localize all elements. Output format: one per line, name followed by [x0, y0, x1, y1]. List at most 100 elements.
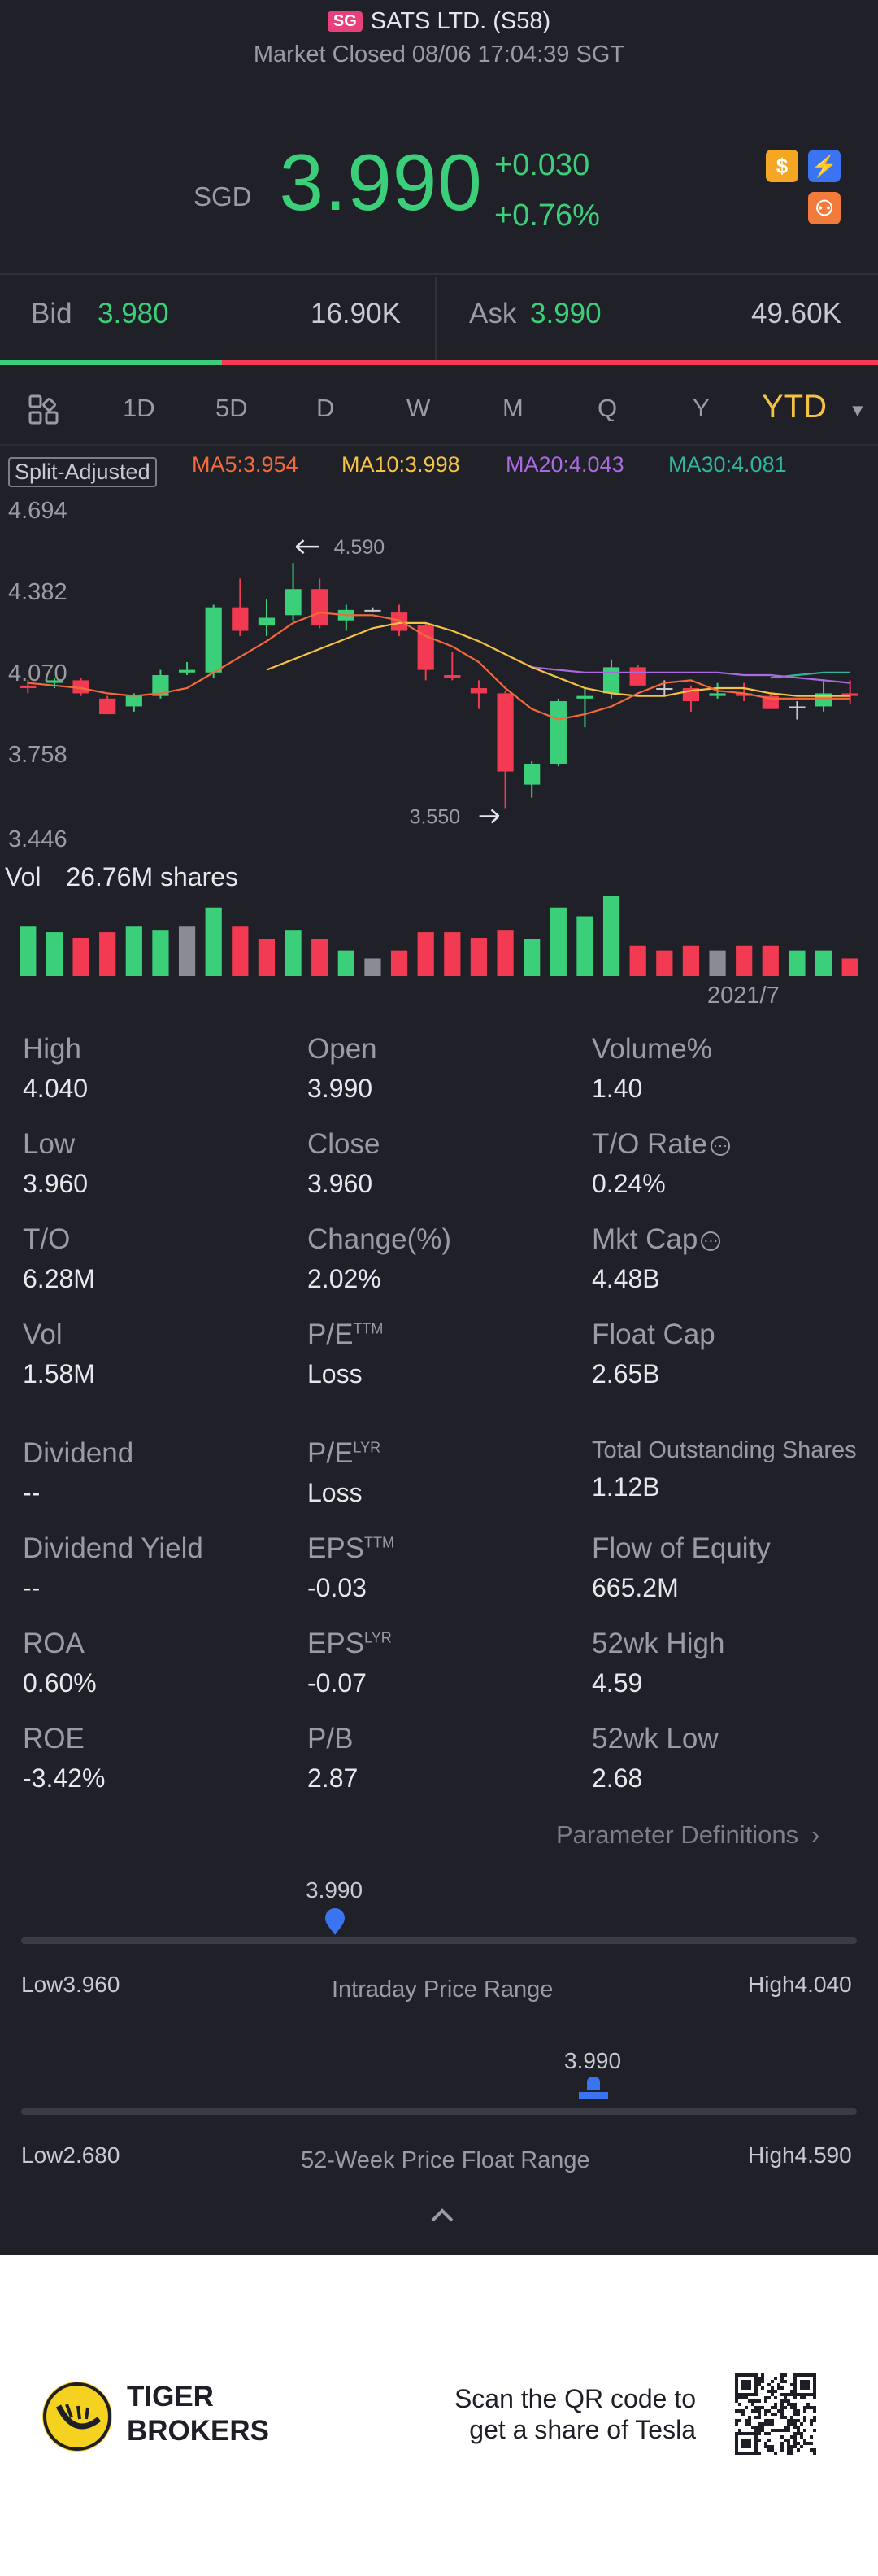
parameter-definitions-link[interactable]: Parameter Definitions › [556, 1820, 820, 1849]
volume-bar [762, 945, 779, 976]
info-icon[interactable]: ⋯ [710, 1135, 730, 1156]
stat-label: Vol [23, 1319, 63, 1350]
candle-body [364, 609, 381, 612]
header: SG SATS LTD. (S58) Market Closed 08/06 1… [0, 8, 878, 68]
candle-body [841, 693, 858, 696]
candle-body [656, 688, 673, 691]
collapse-chevron-icon[interactable] [429, 2206, 455, 2224]
y-tick-label: 4.694 [8, 498, 67, 524]
tab-w[interactable]: W [406, 394, 431, 422]
intraday-low: Low3.960 [21, 1972, 120, 1997]
stat-value: 6.28M [23, 1264, 95, 1293]
volume-bar [99, 932, 116, 976]
ma5-label: MA5:3.954 [192, 452, 298, 477]
tab-5d[interactable]: 5D [215, 394, 248, 422]
ask-label: Ask [469, 298, 517, 329]
candle-body [576, 695, 593, 699]
stat-value: 0.60% [23, 1668, 97, 1698]
volume-bar [497, 930, 514, 976]
stat-item: T/O Rate ⋯ 0.24% [592, 1128, 868, 1199]
x-date-label: 2021/7 [707, 983, 780, 1009]
stat-label: P/B [307, 1723, 354, 1754]
stat-item: High 4.040 [23, 1033, 299, 1104]
week52-marker-icon [579, 2077, 608, 2099]
stat-label: ROE [23, 1723, 85, 1754]
volume-bar [46, 932, 63, 976]
intraday-high: High4.040 [748, 1972, 852, 1997]
ma10-line [266, 621, 850, 697]
bid-volume-bar [0, 360, 222, 365]
stat-value: 4.48B [592, 1264, 660, 1293]
options-icon[interactable]: ⚇ [808, 192, 841, 224]
chevron-down-icon[interactable]: ▼ [849, 400, 867, 421]
ask-size: 49.60K [751, 298, 841, 329]
intraday-current-value: 3.990 [306, 1877, 363, 1903]
stat-item: Vol 1.58M [23, 1319, 299, 1389]
volume-bar [232, 926, 249, 976]
candle-body [497, 693, 514, 772]
stat-value: -0.03 [307, 1573, 367, 1602]
grid-layout-icon[interactable] [28, 394, 60, 426]
volume-bar [682, 945, 700, 976]
stat-value: 2.02% [307, 1264, 381, 1293]
tab-d[interactable]: D [316, 394, 335, 422]
tab-m[interactable]: M [502, 394, 524, 422]
exchange-tag: SG [327, 11, 363, 32]
volume-header: Vol 26.76M shares [5, 862, 238, 892]
volume-bar [311, 939, 328, 976]
stat-label: ROA [23, 1628, 85, 1659]
stat-value: Loss [307, 1359, 363, 1388]
max-arrow-icon [295, 539, 319, 555]
candle-body [789, 706, 806, 708]
stat-value: 0.24% [592, 1169, 666, 1198]
stat-label: Close [307, 1128, 380, 1160]
lightning-icon[interactable]: ⚡ [808, 150, 841, 182]
share-footer [0, 2255, 878, 2576]
tab-q[interactable]: Q [598, 394, 618, 422]
stock-name[interactable]: SATS LTD. (S58) [370, 8, 551, 34]
intraday-range-track [21, 1937, 857, 1944]
volume-bar [629, 945, 646, 976]
candle-body [550, 701, 567, 764]
stat-item: Volume% 1.40 [592, 1033, 868, 1104]
stat-item: EPSTTM -0.03 [307, 1532, 584, 1603]
stat-item: P/ELYR Loss [307, 1437, 584, 1508]
week52-low: Low2.680 [21, 2142, 120, 2168]
ma20-label: MA20:4.043 [506, 452, 624, 477]
tab-y[interactable]: Y [693, 394, 710, 422]
chevron-right-icon: › [811, 1820, 820, 1849]
volume-bar [364, 958, 381, 976]
week52-current-value: 3.990 [564, 2048, 622, 2073]
stat-item: Low 3.960 [23, 1128, 299, 1199]
y-tick-label: 4.070 [8, 660, 67, 686]
feature-badges: $ ⚡ ⚇ [764, 146, 844, 228]
bid-label: Bid [31, 298, 72, 329]
y-tick-label: 4.382 [8, 579, 67, 605]
tab-1d[interactable]: 1D [123, 394, 155, 422]
dollar-coin-icon[interactable]: $ [766, 150, 798, 182]
stat-item: Float Cap 2.65B [592, 1319, 868, 1389]
qr-code[interactable] [735, 2373, 816, 2455]
stat-label: 52wk Low [592, 1723, 719, 1754]
stat-label: Flow of Equity [592, 1532, 771, 1564]
ma20-line [532, 666, 850, 684]
candle-body [125, 695, 142, 707]
last-price: 3.990 [279, 137, 483, 227]
ask-price: 3.990 [530, 298, 602, 329]
tab-ytd[interactable]: YTD [762, 389, 827, 425]
min-arrow-icon [479, 809, 500, 824]
stat-value: 3.960 [307, 1169, 373, 1198]
stat-item: P/ETTM Loss [307, 1319, 584, 1389]
candle-body [524, 763, 541, 785]
candlestick-chart[interactable]: 4.590 3.550 [0, 488, 878, 992]
stat-label: Mkt Cap ⋯ [592, 1223, 868, 1256]
volume-bar [125, 926, 142, 976]
bid-ask-divider [435, 277, 437, 360]
week52-range-title: 52-Week Price Float Range [301, 2147, 590, 2173]
stat-value: -0.07 [307, 1668, 367, 1698]
volume-bar [470, 937, 488, 976]
candle-body [72, 680, 89, 694]
info-icon[interactable]: ⋯ [701, 1231, 721, 1251]
split-adjusted-toggle[interactable]: Split-Adjusted [8, 457, 157, 487]
stat-item: Dividend -- [23, 1437, 299, 1508]
